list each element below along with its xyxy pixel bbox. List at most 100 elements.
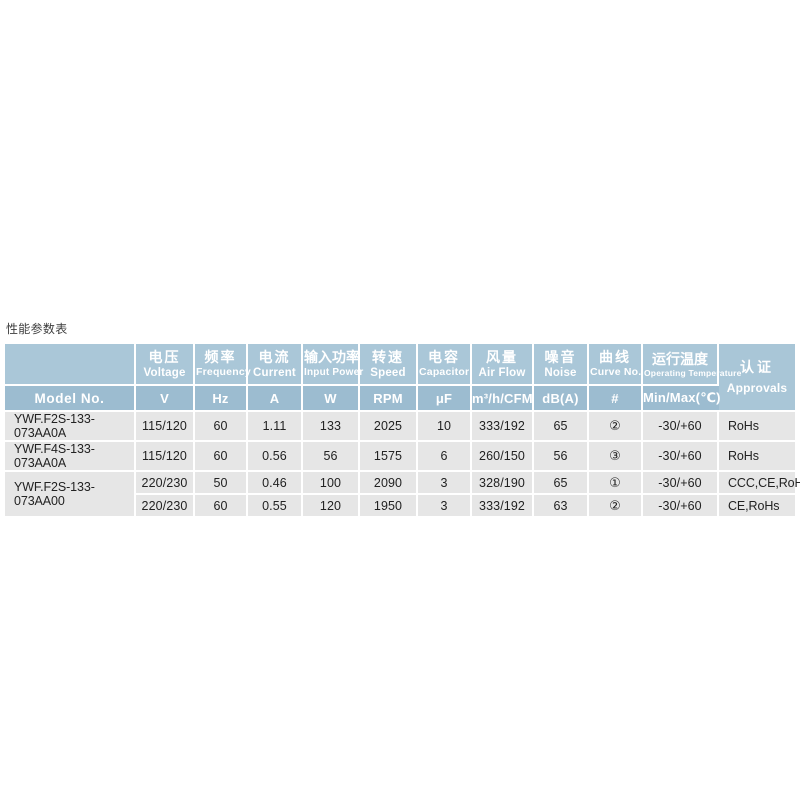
cell-voltage: 115/120 — [136, 442, 195, 472]
cell-approvals: RoHs — [719, 412, 795, 442]
header-row-primary: 电压 Voltage 频率 Frequency 电流 Current 输入功率 … — [5, 344, 795, 412]
header-unit-noise: dB(A) — [534, 386, 589, 412]
header-cn-operating-temperature: 运行温度 — [652, 350, 708, 367]
cell-operating-temperature: -30/+60 — [643, 472, 719, 495]
cell-current: 0.56 — [248, 442, 303, 472]
cell-model: YWF.F2S-133-073AA0A — [5, 412, 136, 442]
cell-noise: 56 — [534, 442, 589, 472]
header-cn-air-flow: 风量 — [486, 348, 518, 365]
cell-speed: 2025 — [360, 412, 418, 442]
cell-current: 1.11 — [248, 412, 303, 442]
cell-model: YWF.F2S-133-073AA00 — [5, 472, 136, 518]
spec-table-container: 电压 Voltage 频率 Frequency 电流 Current 输入功率 … — [5, 344, 800, 518]
table-row: 220/230 60 0.55 120 1950 3 333/192 63 ② … — [5, 495, 795, 518]
table-row: YWF.F4S-133-073AA0A 115/120 60 0.56 56 1… — [5, 442, 795, 472]
header-cn-capacitor: 电容 — [428, 349, 460, 365]
header-cell-air-flow: 风量 Air Flow — [472, 344, 534, 386]
cell-voltage: 220/230 — [136, 472, 195, 495]
header-unit-input-power: W — [303, 386, 360, 412]
header-en-input-power: Input Power — [304, 367, 364, 378]
header-cell-curve-no: 曲线 Curve No. — [589, 344, 643, 386]
header-cn-noise: 噪音 — [544, 348, 577, 365]
cell-curve-no: ② — [589, 495, 643, 518]
header-cn-input-power: 输入功率 — [304, 349, 360, 365]
header-cell-approvals: 认证 Approvals — [719, 344, 795, 412]
cell-curve-no: ① — [589, 472, 643, 495]
header-en-speed: Speed — [370, 366, 406, 379]
header-en-voltage: Voltage — [143, 366, 186, 379]
table-head: 电压 Voltage 频率 Frequency 电流 Current 输入功率 … — [5, 344, 795, 412]
table-row: YWF.F2S-133-073AA0A 115/120 60 1.11 133 … — [5, 412, 795, 442]
cell-input-power: 120 — [303, 495, 360, 518]
cell-current: 0.46 — [248, 472, 303, 495]
cell-air-flow: 333/192 — [472, 495, 534, 518]
cell-approvals: RoHs — [719, 442, 795, 472]
cell-input-power: 133 — [303, 412, 360, 442]
header-unit-air-flow: m³/h/CFM — [472, 386, 534, 412]
cell-curve-no: ③ — [589, 442, 643, 472]
header-en-noise: Noise — [544, 366, 577, 379]
cell-capacitor: 10 — [418, 412, 472, 442]
cell-current: 0.55 — [248, 495, 303, 518]
cell-approvals: CCC,CE,RoHs — [719, 472, 800, 495]
header-unit-capacitor: μF — [418, 386, 472, 412]
header-en-air-flow: Air Flow — [478, 366, 526, 379]
header-unit-curve-no: # — [589, 386, 643, 412]
header-cell-speed: 转速 Speed — [360, 344, 418, 386]
header-unit-speed: RPM — [360, 386, 418, 412]
header-cell-current: 电流 Current — [248, 344, 303, 386]
header-cn-curve-no: 曲线 — [599, 349, 631, 365]
cell-speed: 1950 — [360, 495, 418, 518]
cell-model: YWF.F4S-133-073AA0A — [5, 442, 136, 472]
cell-frequency: 60 — [195, 412, 248, 442]
cell-voltage: 115/120 — [136, 412, 195, 442]
cell-air-flow: 333/192 — [472, 412, 534, 442]
header-unit-operating-temperature: Min/Max(℃) — [643, 386, 720, 412]
header-cell-frequency: 频率 Frequency — [195, 344, 251, 386]
cell-input-power: 100 — [303, 472, 360, 495]
header-cell-capacitor: 电容 Capacitor — [418, 344, 472, 386]
cell-noise: 65 — [534, 412, 589, 442]
header-cn-frequency: 频率 — [204, 349, 237, 365]
performance-parameter-table: 电压 Voltage 频率 Frequency 电流 Current 输入功率 … — [5, 344, 800, 518]
header-cn-current: 电流 — [258, 348, 291, 365]
header-unit-voltage: V — [136, 386, 195, 412]
table-row: YWF.F2S-133-073AA00 220/230 50 0.46 100 … — [5, 472, 800, 518]
header-cell-operating-temperature: 运行温度 Operating Temperature — [643, 344, 742, 386]
header-cell-model-no: Model No. — [5, 386, 136, 412]
table-caption: 性能参数表 — [6, 322, 68, 336]
cell-speed: 1575 — [360, 442, 418, 472]
header-en-operating-temperature: Operating Temperature — [644, 367, 742, 378]
cell-capacitor: 3 — [418, 472, 472, 495]
header-cell-voltage: 电压 Voltage — [136, 344, 195, 386]
cell-frequency: 60 — [195, 495, 248, 518]
header-en-frequency: Frequency — [196, 366, 251, 378]
cell-capacitor: 6 — [418, 442, 472, 472]
header-cn-approvals: 认证 — [740, 359, 774, 375]
cell-operating-temperature: -30/+60 — [643, 495, 719, 518]
header-en-current: Current — [253, 366, 296, 379]
cell-air-flow: 260/150 — [472, 442, 534, 472]
cell-input-power: 56 — [303, 442, 360, 472]
header-unit-frequency: Hz — [195, 386, 248, 412]
cell-curve-no: ② — [589, 412, 643, 442]
header-en-curve-no: Curve No. — [590, 366, 642, 378]
header-cn-voltage: 电压 — [148, 348, 181, 365]
cell-noise: 63 — [534, 495, 589, 518]
header-cell-noise: 噪音 Noise — [534, 344, 589, 386]
cell-capacitor: 3 — [418, 495, 472, 518]
cell-operating-temperature: -30/+60 — [643, 412, 719, 442]
cell-frequency: 50 — [195, 472, 248, 495]
cell-approvals: CE,RoHs — [719, 495, 795, 518]
header-unit-current: A — [248, 386, 303, 412]
header-cell-input-power: 输入功率 Input Power — [303, 344, 364, 386]
cell-frequency: 60 — [195, 442, 248, 472]
header-en-approvals: Approvals — [726, 381, 788, 395]
cell-speed: 2090 — [360, 472, 418, 495]
header-cell-blank — [5, 344, 136, 386]
table-body: YWF.F2S-133-073AA0A 115/120 60 1.11 133 … — [5, 412, 800, 518]
cell-voltage: 220/230 — [136, 495, 195, 518]
cell-noise: 65 — [534, 472, 589, 495]
header-en-capacitor: Capacitor — [419, 366, 470, 378]
